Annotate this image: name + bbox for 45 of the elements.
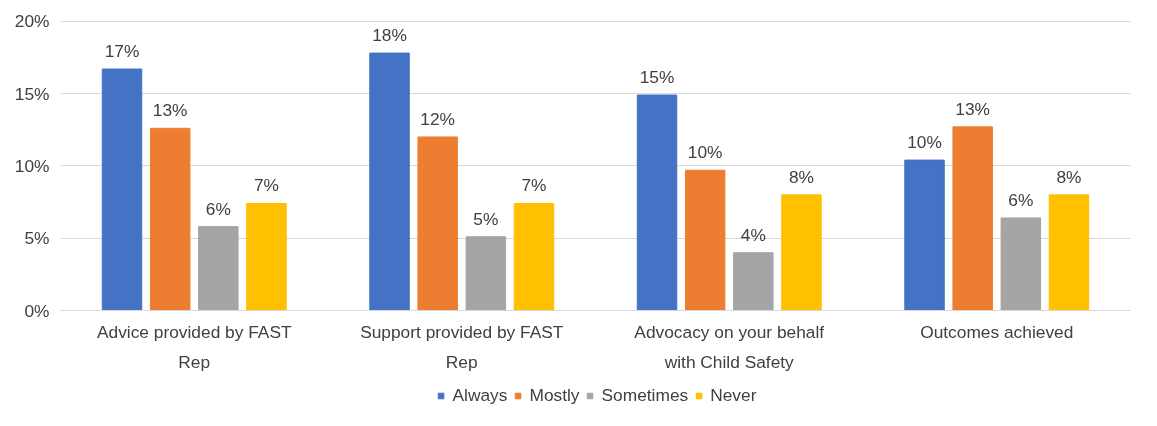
bar [417,136,458,311]
legend-label: Never [710,384,757,406]
data-label: 18% [372,25,407,46]
bar [198,226,239,311]
data-label: 12% [420,108,456,129]
y-tick-label: 20% [14,11,50,32]
bar [246,202,287,311]
bar [904,159,945,311]
data-label: 8% [788,166,814,187]
x-tick-label: Support provided by FAST Rep [360,321,564,372]
data-label: 10% [687,142,723,163]
bar [1000,217,1042,311]
data-label: 8% [1056,166,1082,187]
bar [465,236,507,311]
data-label: 15% [639,67,675,88]
bar [733,252,774,311]
bar [781,194,822,311]
data-label: 13% [955,98,991,119]
y-tick-label: 5% [24,228,50,249]
y-tick-label: 0% [24,300,50,321]
legend-label: Always [452,384,508,406]
bar [1048,194,1090,311]
data-label: 13% [152,100,188,121]
bar [149,127,191,311]
x-tick-label: Outcomes achieved [920,321,1074,342]
data-label: 4% [740,224,766,245]
data-label: 10% [907,132,942,153]
data-label: 17% [104,41,140,61]
legend-label: Mostly [529,384,580,406]
data-label: 7% [521,175,547,196]
data-label: 5% [473,208,499,229]
bar [513,202,555,311]
bar [636,94,678,311]
bar [369,52,410,311]
bar [101,68,143,311]
x-tick-label: Advocacy on your behalf with Child Safety [634,321,825,372]
bar [952,126,993,311]
data-label: 6% [1008,189,1034,210]
bar [684,169,726,311]
y-tick-label: 10% [14,155,50,176]
data-label: 6% [205,198,231,219]
data-label: 7% [253,175,279,196]
x-tick-label: Advice provided by FAST Rep [96,321,292,372]
legend-label: Sometimes [601,384,689,406]
y-tick-label: 15% [14,83,50,104]
